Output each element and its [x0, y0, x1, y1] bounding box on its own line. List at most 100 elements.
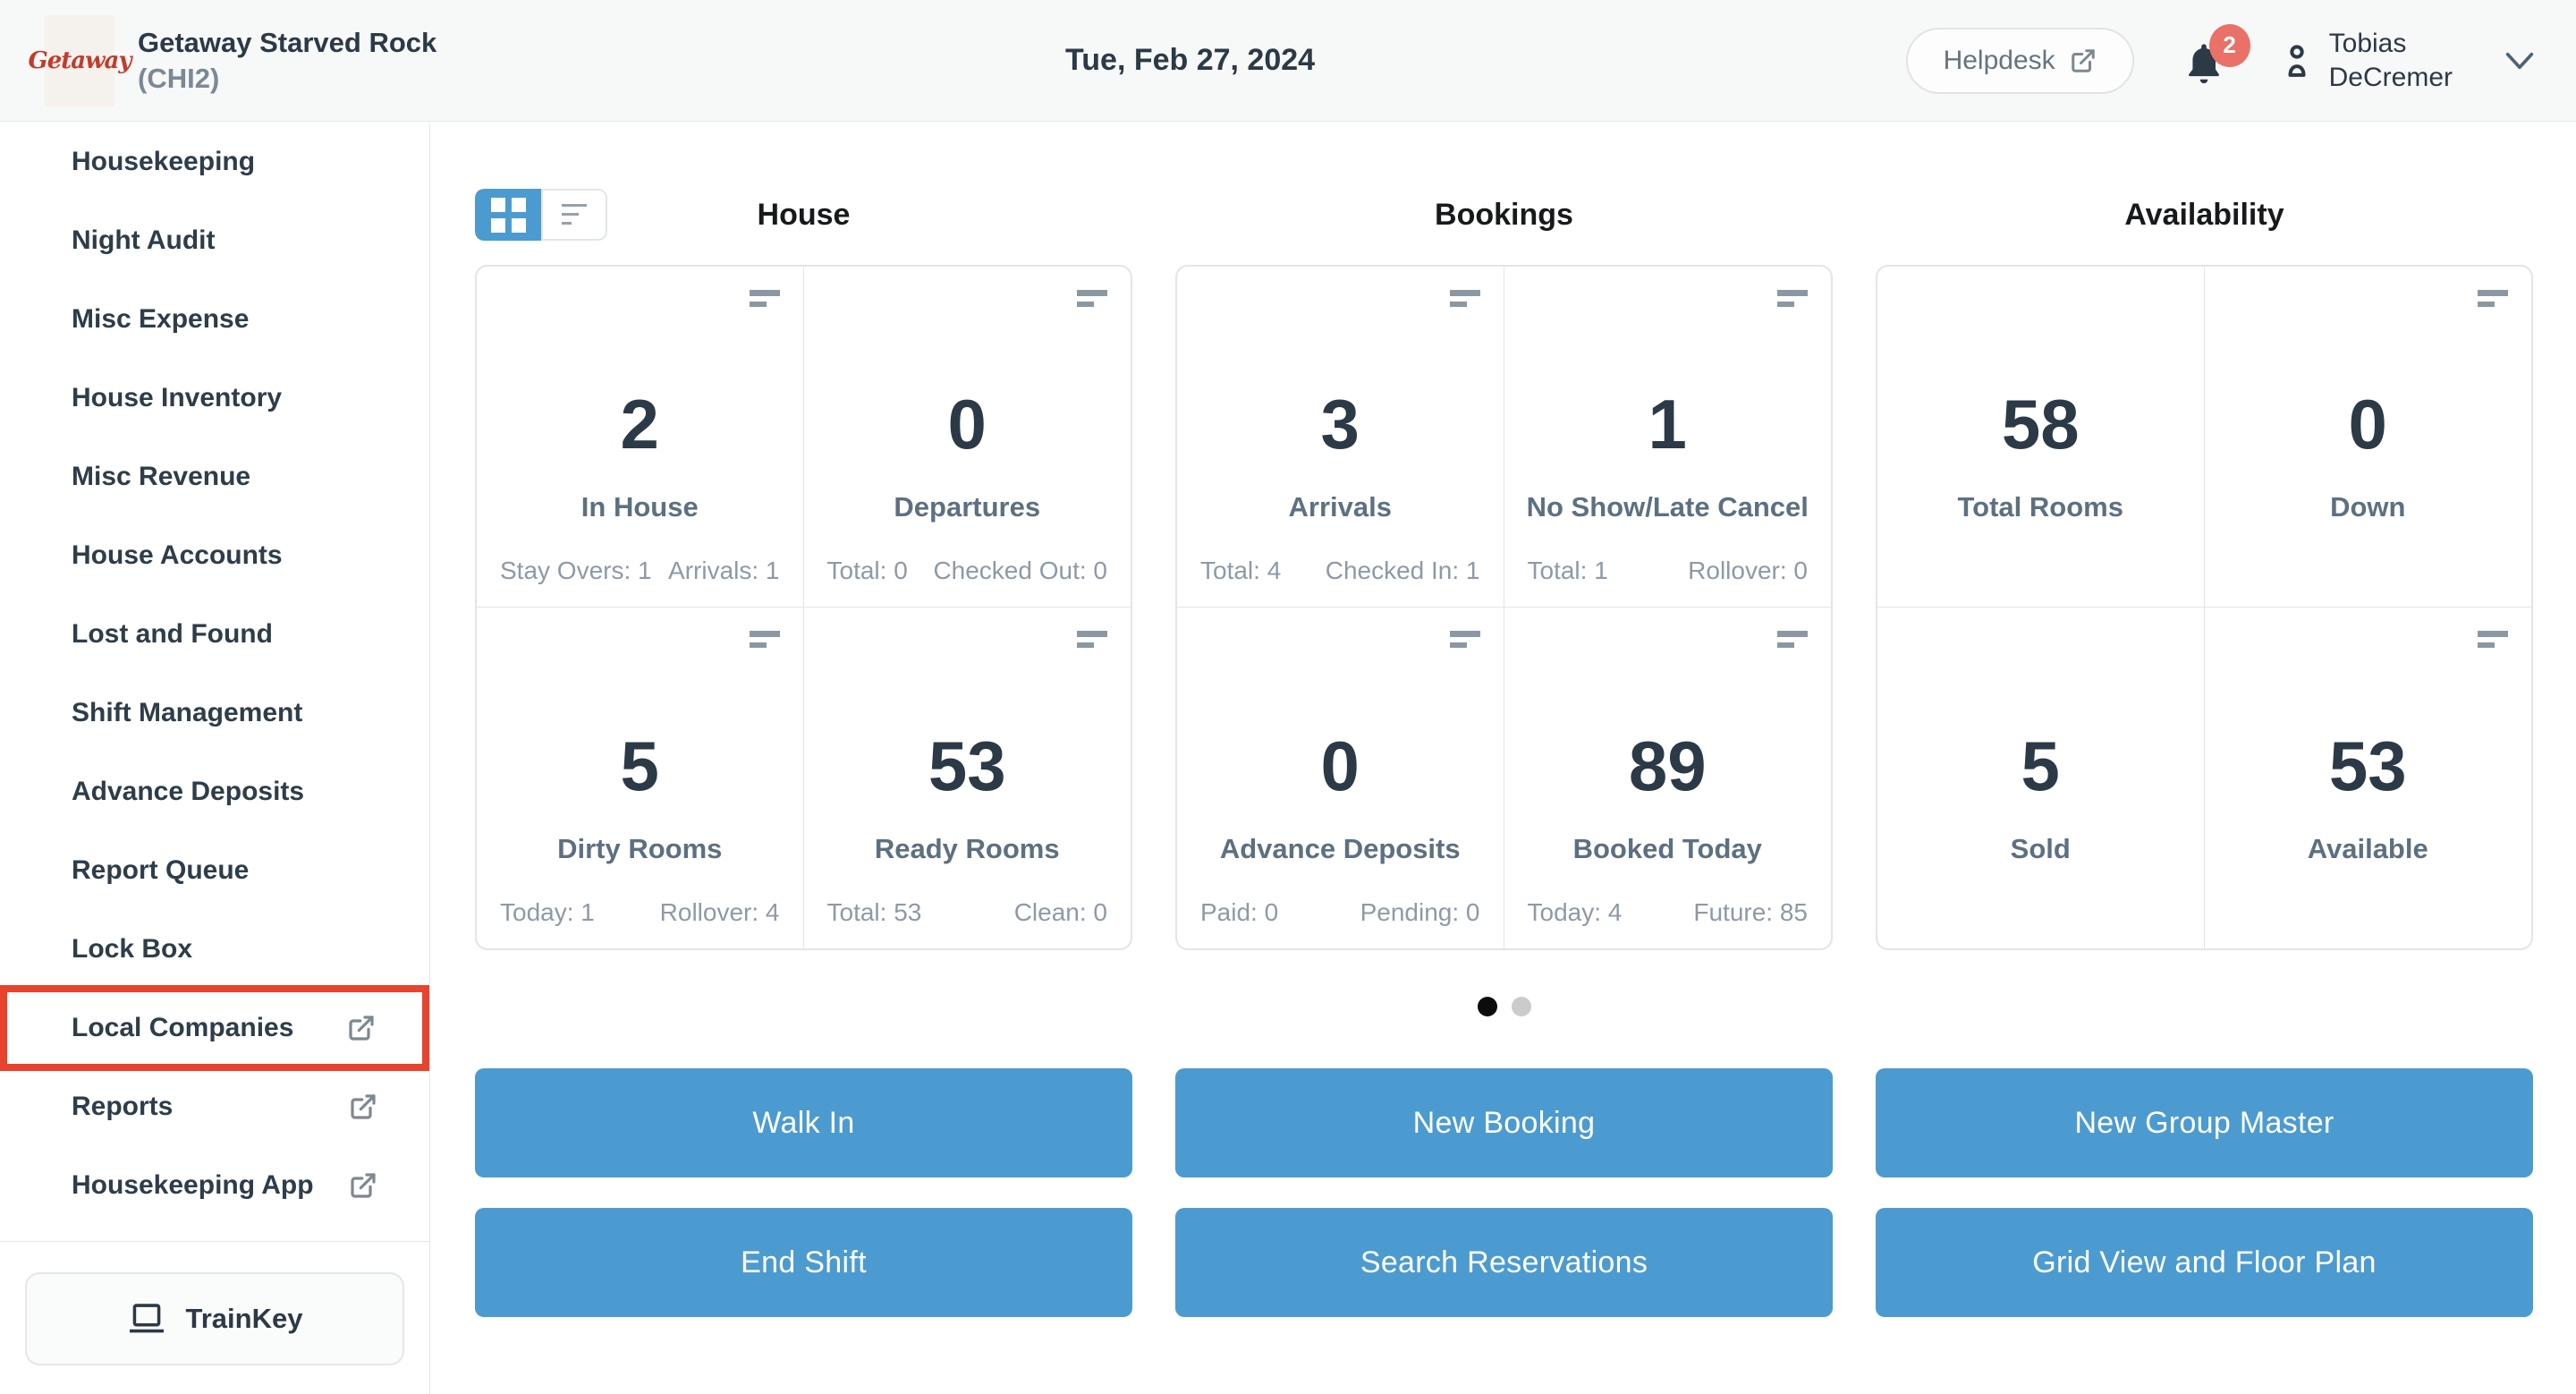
house-group: 2 In House Stay Overs: 1 Arrivals: 1 0 D…	[475, 265, 1132, 950]
user-icon	[2288, 44, 2306, 77]
sidebar-item[interactable]: Housekeeping	[0, 123, 429, 201]
bookings-group: 3 Arrivals Total: 4 Checked In: 1 1 No S…	[1175, 265, 1833, 950]
card-stats-icon[interactable]	[749, 631, 780, 649]
helpdesk-label: Helpdesk	[1943, 45, 2055, 75]
sidebar-item[interactable]: House Inventory	[0, 359, 429, 438]
sidebar-item[interactable]: Lock Box	[0, 910, 429, 989]
user-menu[interactable]: Tobias DeCremer	[2279, 27, 2453, 95]
stat-footer: Total: 4 Checked In: 1	[1177, 557, 1504, 607]
stat-footer-right: Checked Out: 0	[933, 557, 1107, 584]
card-stats-icon[interactable]	[1077, 631, 1107, 649]
app-header: Getaway Getaway Starved Rock (CHI2) Tue,…	[0, 0, 2576, 122]
external-link-icon	[347, 1014, 376, 1042]
stat-footer: Total: 1 Rollover: 0	[1504, 557, 1832, 607]
stat-value: 58	[2001, 385, 2080, 463]
sidebar-item[interactable]: Local Companies	[0, 985, 429, 1071]
trainkey-button[interactable]: TrainKey	[25, 1272, 404, 1365]
stat-card[interactable]: 5 Dirty Rooms Today: 1 Rollover: 4	[477, 608, 804, 948]
action-buttons: Walk In New Booking New Group Master End…	[475, 1068, 2533, 1317]
stat-value: 89	[1628, 726, 1707, 805]
stat-card[interactable]: 3 Arrivals Total: 4 Checked In: 1	[1177, 267, 1504, 608]
user-last-name: DeCremer	[2328, 62, 2453, 92]
stat-card[interactable]: 89 Booked Today Today: 4 Future: 85	[1504, 608, 1832, 948]
stat-label: No Show/Late Cancel	[1526, 491, 1809, 523]
stat-label: Advance Deposits	[1219, 832, 1461, 864]
sidebar-item[interactable]: Misc Expense	[0, 280, 429, 359]
card-stats-icon[interactable]	[1077, 290, 1107, 308]
new-group-master-button[interactable]: New Group Master	[1876, 1068, 2533, 1177]
stat-footer-left: Total: 0	[826, 557, 908, 584]
sidebar-item-label: Housekeeping App	[72, 1170, 314, 1200]
sidebar-item-label: Report Queue	[72, 855, 250, 885]
sidebar-item[interactable]: House Accounts	[0, 516, 429, 595]
property-name: Getaway Starved Rock	[138, 26, 437, 58]
card-stats-icon[interactable]	[749, 290, 780, 308]
sidebar-item[interactable]: Housekeeping App	[0, 1146, 429, 1225]
walk-in-button[interactable]: Walk In	[475, 1068, 1132, 1177]
stat-footer-right: Clean: 0	[1013, 898, 1107, 926]
sidebar-item-label: Housekeeping	[72, 147, 256, 176]
stat-card[interactable]: 53 Ready Rooms Total: 53 Clean: 0	[804, 608, 1131, 948]
stat-card[interactable]: 2 In House Stay Overs: 1 Arrivals: 1	[477, 267, 804, 608]
stat-footer-left: Today: 1	[500, 898, 595, 926]
property-title: Getaway Starved Rock (CHI2)	[138, 25, 436, 97]
stat-footer	[2205, 585, 2532, 607]
stat-groups: 2 In House Stay Overs: 1 Arrivals: 1 0 D…	[475, 265, 2533, 950]
list-view-icon	[562, 204, 587, 225]
card-stats-icon[interactable]	[1777, 631, 1808, 649]
stat-card[interactable]: 53 Available	[2205, 608, 2532, 948]
end-shift-button[interactable]: End Shift	[475, 1208, 1132, 1317]
dashboard: House Bookings Availability 2 In House S…	[430, 122, 2576, 1394]
sidebar-item-label: Lost and Found	[72, 619, 273, 649]
stat-label: Ready Rooms	[874, 832, 1060, 864]
sidebar: Housekeeping Night Audit Misc Expense Ho…	[0, 123, 430, 1394]
sidebar-item[interactable]: Night Audit	[0, 201, 429, 280]
card-stats-icon[interactable]	[2478, 290, 2508, 308]
user-first-name: Tobias	[2328, 28, 2407, 58]
stat-card[interactable]: 58 Total Rooms	[1877, 267, 2205, 608]
chevron-down-icon[interactable]	[2504, 51, 2535, 71]
card-stats-icon[interactable]	[1777, 290, 1808, 308]
sidebar-item[interactable]: Lost and Found	[0, 595, 429, 674]
stat-value: 53	[928, 726, 1006, 805]
card-stats-icon[interactable]	[1449, 290, 1480, 308]
stat-card[interactable]: 0 Advance Deposits Paid: 0 Pending: 0	[1177, 608, 1504, 948]
new-booking-button[interactable]: New Booking	[1175, 1068, 1833, 1177]
stat-label: Available	[2307, 832, 2428, 864]
stat-label: Departures	[894, 491, 1041, 523]
stat-card[interactable]: 0 Departures Total: 0 Checked Out: 0	[803, 267, 1131, 608]
section-titles: House Bookings Availability	[475, 186, 2533, 243]
helpdesk-button[interactable]: Helpdesk	[1905, 27, 2134, 94]
card-stats-icon[interactable]	[1449, 631, 1480, 649]
stat-footer-left: Stay Overs: 1	[500, 557, 652, 584]
grid-view-floor-plan-button[interactable]: Grid View and Floor Plan	[1876, 1208, 2533, 1317]
pagination-dot[interactable]	[1477, 997, 1497, 1016]
external-link-icon	[349, 1092, 377, 1121]
stat-label: Dirty Rooms	[557, 832, 723, 864]
card-stats-icon[interactable]	[2478, 631, 2508, 649]
pagination	[475, 997, 2533, 1016]
sidebar-item[interactable]: Shift Management	[0, 674, 429, 752]
sidebar-item[interactable]: Reports	[0, 1067, 429, 1146]
current-date: Tue, Feb 27, 2024	[1065, 43, 1316, 77]
list-view-button[interactable]	[541, 189, 607, 241]
sidebar-item[interactable]: Report Queue	[0, 831, 429, 910]
sidebar-item-label: Shift Management	[72, 698, 303, 727]
stat-footer-right: Rollover: 0	[1688, 557, 1808, 584]
section-title-availability: Availability	[2124, 197, 2284, 232]
sidebar-item[interactable]: Misc Revenue	[0, 438, 429, 516]
sidebar-item[interactable]: Advance Deposits	[0, 752, 429, 831]
stat-card[interactable]: 1 No Show/Late Cancel Total: 1 Rollover:…	[1504, 267, 1832, 608]
notifications-button[interactable]: 2	[2181, 23, 2250, 89]
brand-logo-text: Getaway	[28, 47, 132, 74]
stat-label: Sold	[2010, 832, 2071, 864]
pagination-dot[interactable]	[1511, 997, 1531, 1016]
stat-footer: Total: 0 Checked Out: 0	[804, 557, 1131, 607]
grid-view-button[interactable]	[475, 189, 541, 241]
stat-card[interactable]: 5 Sold	[1877, 608, 2205, 948]
stat-footer-right: Pending: 0	[1360, 898, 1480, 926]
search-reservations-button[interactable]: Search Reservations	[1175, 1208, 1833, 1317]
stat-card[interactable]: 0 Down	[2204, 267, 2532, 608]
stat-footer: Paid: 0 Pending: 0	[1177, 898, 1504, 948]
availability-group: 58 Total Rooms 0 Down	[1876, 265, 2533, 950]
